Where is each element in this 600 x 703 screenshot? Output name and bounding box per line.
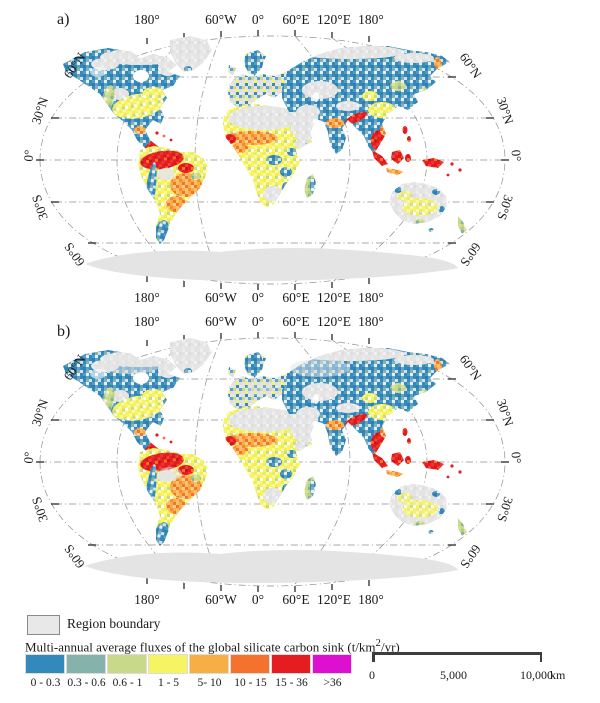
- svg-text:30°S: 30°S: [29, 495, 51, 524]
- ramp-swatch-3: [107, 654, 147, 674]
- svg-text:180°: 180°: [134, 12, 160, 27]
- svg-text:0°: 0°: [509, 451, 525, 464]
- ramp-label-1: 0 - 0.3: [30, 677, 61, 689]
- svg-text:60°W: 60°W: [205, 592, 237, 607]
- svg-text:0°: 0°: [21, 451, 37, 464]
- panel-a-label: a): [57, 11, 69, 28]
- svg-text:0°: 0°: [252, 592, 264, 607]
- ramp-swatch-4: [148, 654, 188, 674]
- panel-a-right-lat-labels: 60°N 30°N 0° 30°S 60°S: [457, 50, 525, 269]
- scale-bar-5000: 5,000: [440, 668, 467, 682]
- svg-text:60°W: 60°W: [205, 290, 237, 305]
- svg-text:60°W: 60°W: [205, 314, 237, 329]
- svg-text:60°E: 60°E: [282, 290, 309, 305]
- ramp-label-7: 15 - 36: [275, 677, 308, 689]
- panel-b-right-lat-labels: 60°N 30°N 0° 30°S 60°S: [457, 352, 525, 571]
- scale-bar-0: 0: [369, 668, 375, 682]
- ramp-swatch-6: [230, 654, 270, 674]
- svg-text:180°: 180°: [358, 12, 384, 27]
- panel-a-top-lon-labels: 180° 60°W 0° 60°E 120°E 180°: [134, 12, 384, 27]
- ramp-label-8: >36: [323, 677, 342, 689]
- ramp-swatch-1: [25, 654, 65, 674]
- panel-b-bottom-lon-labels: 180° 60°W 0° 60°E 120°E 180°: [134, 592, 384, 607]
- svg-text:180°: 180°: [358, 290, 384, 305]
- scale-bar-tick-right: [539, 652, 542, 662]
- ramp-swatch-7: [271, 654, 311, 674]
- ramp-label-6: 10 - 15: [234, 677, 267, 689]
- ramp-label-4: 1 - 5: [157, 677, 180, 689]
- svg-text:60°W: 60°W: [205, 12, 237, 27]
- svg-text:180°: 180°: [134, 314, 160, 329]
- region-boundary-swatch: [27, 615, 60, 635]
- svg-text:120°E: 120°E: [317, 12, 351, 27]
- svg-text:30°N: 30°N: [494, 95, 517, 126]
- panel-a-bottom-lon-labels: 180° 60°W 0° 60°E 120°E 180°: [134, 290, 384, 305]
- scale-bar-tick-left: [372, 652, 375, 662]
- color-ramp: [25, 654, 353, 674]
- svg-text:180°: 180°: [358, 592, 384, 607]
- color-ramp-labels: 0 - 0.3 0.3 - 0.6 0.6 - 1 1 - 5 5- 10 10…: [25, 677, 353, 689]
- panel-b-extra-gray: [100, 358, 350, 481]
- svg-text:60°S: 60°S: [457, 240, 484, 269]
- svg-text:0°: 0°: [252, 314, 264, 329]
- svg-text:0°: 0°: [509, 149, 525, 162]
- svg-text:60°S: 60°S: [457, 542, 484, 571]
- panel-a-left-lat-labels: 60°N 30°N 0° 30°S 60°S: [21, 49, 89, 269]
- ramp-label-3: 0.6 - 1: [112, 677, 143, 689]
- ramp-label-2: 0.3 - 0.6: [67, 677, 106, 689]
- svg-text:120°E: 120°E: [317, 290, 351, 305]
- svg-text:0°: 0°: [252, 12, 264, 27]
- scale-bar-line: [372, 652, 542, 655]
- scale-bar-10000: 10,000: [520, 668, 553, 682]
- svg-text:30°N: 30°N: [494, 397, 517, 428]
- legend-title: Multi-annual average fluxes of the globa…: [25, 637, 400, 655]
- svg-text:180°: 180°: [134, 592, 160, 607]
- svg-text:120°E: 120°E: [317, 592, 351, 607]
- legend: Region boundary Multi-annual average flu…: [0, 610, 600, 703]
- world-map-panel-b: b) 180° 60°W 0° 60°E 120°E 180° 180° 60°…: [21, 314, 525, 607]
- svg-text:60°E: 60°E: [282, 12, 309, 27]
- ramp-swatch-2: [66, 654, 106, 674]
- svg-text:30°S: 30°S: [494, 193, 516, 222]
- scale-bar-unit: km: [550, 668, 566, 682]
- ramp-swatch-8: [312, 654, 352, 674]
- ramp-swatch-5: [189, 654, 229, 674]
- svg-text:60°N: 60°N: [457, 50, 485, 82]
- svg-text:30°N: 30°N: [28, 95, 51, 126]
- ramp-label-5: 5- 10: [197, 677, 222, 689]
- world-map-panel-a: a) 180° 60°W 0° 60°E 120°E 180° 180° 60°…: [21, 11, 525, 305]
- svg-text:60°E: 60°E: [282, 592, 309, 607]
- svg-text:0°: 0°: [252, 290, 264, 305]
- svg-text:180°: 180°: [358, 314, 384, 329]
- svg-text:60°N: 60°N: [457, 352, 485, 384]
- svg-text:0°: 0°: [21, 149, 37, 162]
- panel-b-top-lon-labels: 180° 60°W 0° 60°E 120°E 180°: [134, 314, 384, 329]
- svg-text:180°: 180°: [134, 290, 160, 305]
- scale-bar: 0 5,000 10,000 km: [369, 652, 582, 692]
- svg-text:30°S: 30°S: [494, 495, 516, 524]
- svg-text:60°E: 60°E: [282, 314, 309, 329]
- svg-text:120°E: 120°E: [317, 314, 351, 329]
- region-boundary-label: Region boundary: [67, 616, 161, 631]
- svg-text:60°S: 60°S: [61, 240, 88, 269]
- panel-b-label: b): [57, 323, 70, 340]
- svg-text:30°S: 30°S: [29, 193, 51, 222]
- svg-text:30°N: 30°N: [28, 397, 51, 428]
- panel-b-left-lat-labels: 60°N 30°N 0° 30°S 60°S: [21, 351, 89, 571]
- svg-text:60°S: 60°S: [61, 542, 88, 571]
